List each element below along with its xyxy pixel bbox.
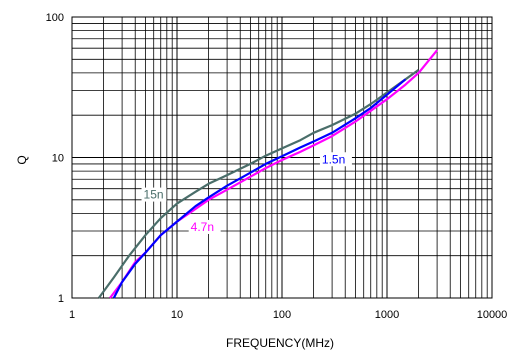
y-axis-label: Q: [15, 155, 29, 164]
series-lines: [97, 49, 438, 299]
series-label-background: [188, 219, 221, 234]
y-axis-ticks: 1 10 100: [46, 12, 64, 305]
plot-frame: [71, 16, 493, 299]
x-tick-label: 10000: [477, 309, 508, 321]
series-label-4-7n: 4.7n: [191, 220, 214, 234]
series-line-15n: [97, 69, 420, 299]
x-tick-label: 1000: [375, 309, 399, 321]
series-labels: 15n 4.7n 1.5n: [141, 152, 352, 234]
series-label-1-5n: 1.5n: [322, 152, 345, 166]
x-tick-label: 1: [69, 309, 75, 321]
chart-grid: [71, 17, 492, 299]
y-tick-label: 100: [46, 12, 64, 24]
series-label-background: [319, 152, 352, 167]
series-line-4-7n: [109, 49, 438, 299]
y-tick-label: 10: [52, 153, 64, 165]
series-label-15n: 15n: [144, 188, 164, 202]
x-tick-label: 100: [273, 309, 291, 321]
series-line-1-5n: [112, 78, 407, 299]
x-tick-label: 10: [171, 309, 183, 321]
series-label-background: [141, 187, 167, 202]
y-tick-label: 1: [58, 293, 64, 305]
x-axis-label: FREQUENCY(MHz): [226, 336, 334, 350]
x-axis-ticks: 1 10 100 1000 10000: [69, 309, 507, 321]
